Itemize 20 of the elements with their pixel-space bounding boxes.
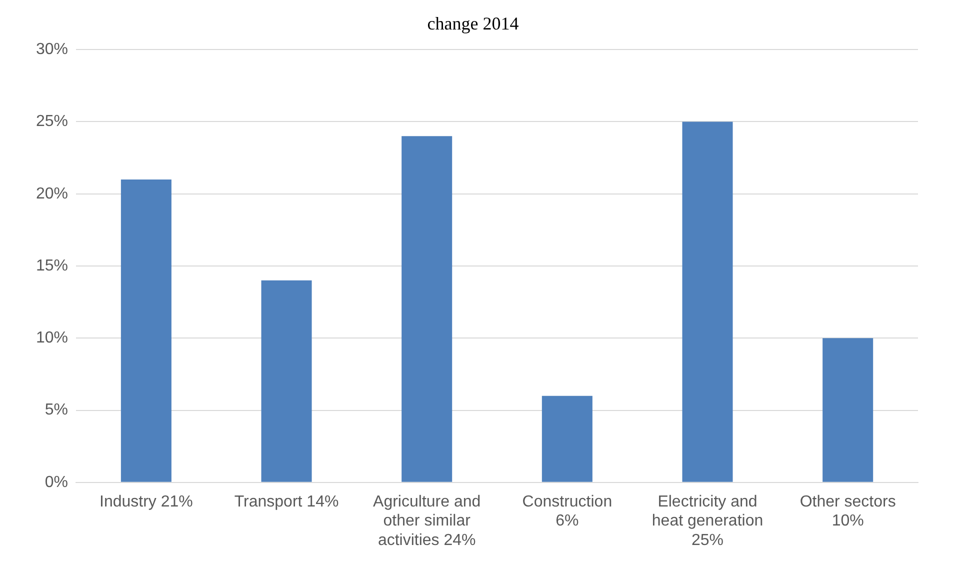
bar [402, 136, 452, 482]
y-tick-label: 10% [36, 330, 68, 347]
chart-title: change 2014 [427, 14, 519, 34]
x-tick-label: Construction 6% [522, 493, 612, 530]
y-tick-label: 30% [36, 41, 68, 58]
x-tick-label: Transport 14% [234, 493, 339, 510]
x-tick-label: Electricity and heat generation 25% [652, 493, 764, 549]
y-tick-label: 20% [36, 185, 68, 202]
bar [261, 280, 312, 482]
y-tick-label: 0% [44, 474, 68, 491]
y-tick-label: 5% [44, 402, 68, 419]
x-tick-label: Agriculture and other similar activities 24% [373, 493, 481, 549]
bar [822, 338, 874, 482]
bar [682, 122, 733, 482]
x-tick-label: Other sectors 10% [800, 493, 896, 530]
x-tick-label: Industry 21% [99, 493, 193, 510]
bar [120, 179, 172, 482]
y-tick-label: 25% [36, 113, 68, 130]
y-tick-label: 15% [36, 257, 68, 274]
bar [542, 396, 592, 482]
